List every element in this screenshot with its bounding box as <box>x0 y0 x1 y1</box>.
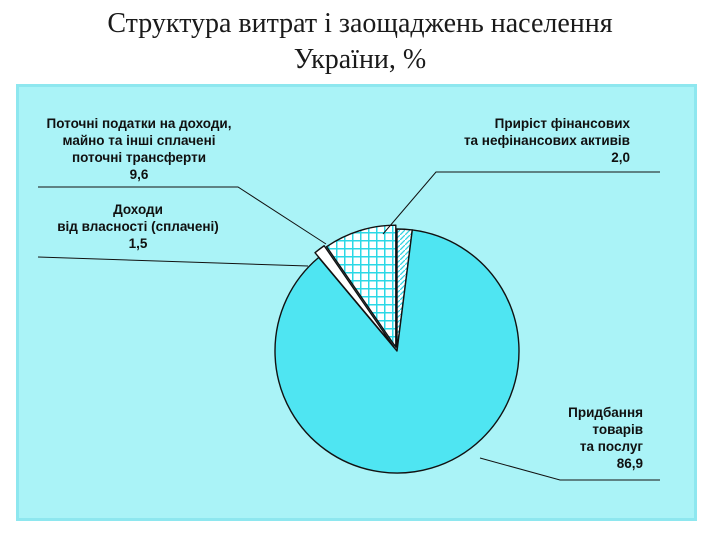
slice-value-label: 9,6 <box>130 167 149 182</box>
leader-line-4 <box>38 186 327 245</box>
leader-line-2 <box>479 457 660 481</box>
slice-label-line: та послуг <box>580 439 644 454</box>
slice-label-line: Придбання <box>568 405 643 420</box>
slice-value-label: 86,9 <box>617 456 643 471</box>
slice-label-line: та нефінансових активів <box>464 133 630 148</box>
slice-label-line: Приріст фінансових <box>495 116 631 131</box>
slice-label-4: Поточні податки на доходи, майно та інші … <box>47 116 232 182</box>
slice-label-3: Доходи від власності (сплачені) 1,5 <box>57 202 219 251</box>
chart-title-line-1: Структура витрат і заощаджень населення <box>107 8 613 39</box>
slice-value-label: 1,5 <box>129 236 148 251</box>
slice-label-2: Придбання товарів та послуг 86,9 <box>568 405 643 471</box>
slice-label-line: товарів <box>592 422 643 437</box>
chart-title-line-2: України, % <box>293 44 427 75</box>
leader-line-3 <box>37 256 309 267</box>
slice-label-line: Поточні податки на доходи, <box>47 116 232 131</box>
slice-value-label: 2,0 <box>611 150 630 165</box>
slice-label-line: від власності (сплачені) <box>57 219 219 234</box>
slice-label-1: Приріст фінансових та нефінансових активі… <box>464 116 631 165</box>
pie-slice-4 <box>325 224 397 348</box>
slice-label-line: Доходи <box>113 202 163 217</box>
pie-slice-3 <box>314 245 395 347</box>
leader-line-1 <box>382 171 660 235</box>
slice-label-line: поточні трансферти <box>72 150 206 165</box>
pie-slice-2 <box>274 229 520 474</box>
chart-title: Структура витрат і заощаджень населення … <box>0 6 720 78</box>
slice-label-line: майно та інші сплачені <box>63 133 216 148</box>
